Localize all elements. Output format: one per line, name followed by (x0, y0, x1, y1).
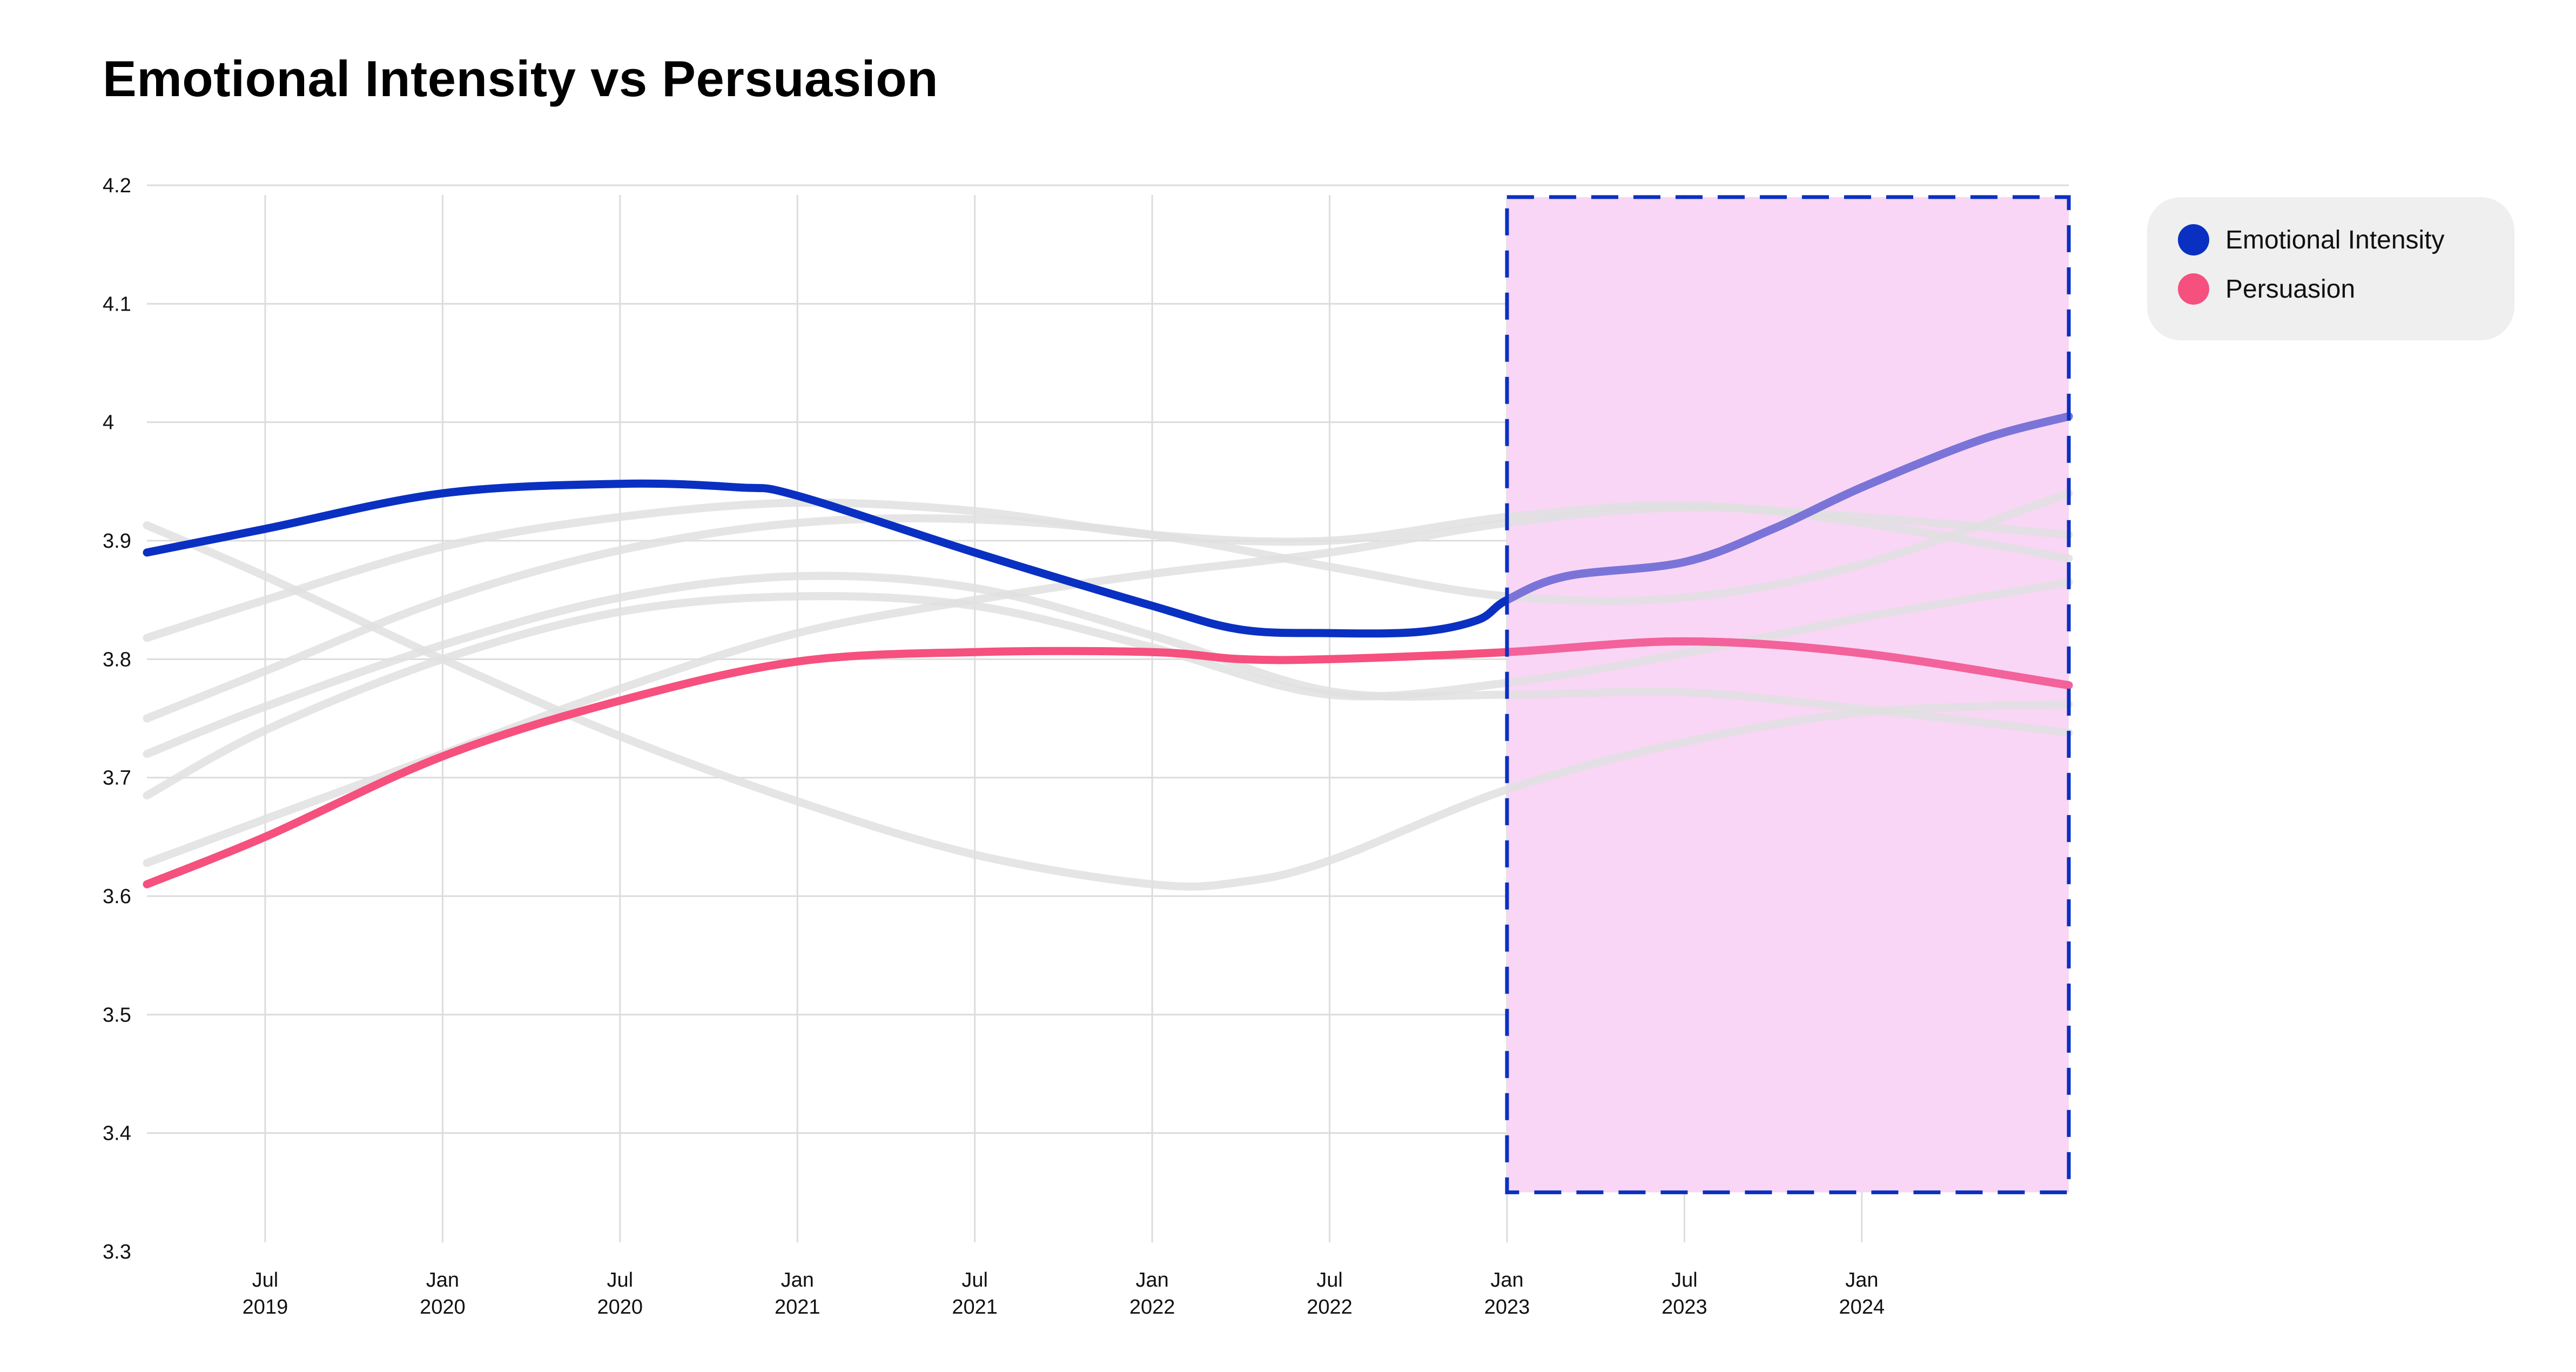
y-tick-label-4: 4 (103, 412, 114, 434)
x-tick-label-month-9: Jan (1845, 1269, 1878, 1292)
legend-item-emotional-intensity: Emotional Intensity (2178, 224, 2445, 255)
y-tick-label-3-7: 3.7 (103, 767, 131, 790)
y-tick-label-3-6: 3.6 (103, 885, 131, 908)
x-tick-label-year-6: 2022 (1307, 1296, 1353, 1319)
series-line-emotional-intensity-highlighted (1506, 412, 2073, 605)
background-series-line-5 (143, 571, 2073, 758)
legend-dot-emotional-intensity (2178, 224, 2209, 255)
x-tick-label-year-2: 2020 (597, 1296, 643, 1319)
y-tick-label-3-5: 3.5 (103, 1004, 131, 1026)
x-axis-tick-labels: Jul 2019 Jan 2020 Jul 2020 Jan 2021 Jul 2021 Jan 20… (243, 1269, 1885, 1319)
y-tick-label-3-8: 3.8 (103, 648, 131, 671)
y-axis-tick-labels: 3.3 3.4 3.5 3.6 3.7 3.8 3.9 4 4.1 4.2 (103, 174, 131, 1263)
series-line-persuasion-highlighted (1506, 637, 2073, 690)
highlight-series-layer (1506, 412, 2073, 690)
x-tick-label-month-7: Jan (1490, 1269, 1523, 1292)
legend-dot-persuasion (2178, 273, 2209, 305)
legend-label-emotional-intensity: Emotional Intensity (2225, 225, 2445, 254)
highlight-region-border (1505, 195, 2071, 1194)
x-tick-label-month-0: Jul (252, 1269, 279, 1292)
y-tick-label-3-9: 3.9 (103, 530, 131, 553)
x-tick-label-month-6: Jul (1316, 1269, 1343, 1292)
x-tick-label-year-0: 2019 (243, 1296, 288, 1319)
x-tick-label-month-1: Jan (426, 1269, 459, 1292)
background-series-line-6 (143, 578, 2073, 800)
x-tick-label-year-4: 2021 (952, 1296, 998, 1319)
y-tick-label-4-1: 4.1 (103, 293, 131, 315)
legend: Emotional Intensity Persuasion (2147, 197, 2514, 340)
x-tick-label-month-3: Jan (781, 1269, 814, 1292)
x-tick-label-year-7: 2023 (1484, 1296, 1530, 1319)
x-tick-label-month-2: Jul (607, 1269, 634, 1292)
y-tick-label-3-3: 3.3 (103, 1241, 131, 1263)
x-tick-label-year-5: 2022 (1129, 1296, 1175, 1319)
x-tick-label-month-4: Jul (961, 1269, 988, 1292)
legend-label-persuasion: Persuasion (2225, 274, 2356, 304)
x-tick-label-year-1: 2020 (420, 1296, 466, 1319)
background-series-line-4 (143, 489, 2073, 723)
y-tick-label-3-4: 3.4 (103, 1122, 131, 1145)
legend-item-persuasion: Persuasion (2178, 273, 2355, 305)
x-tick-label-year-9: 2024 (1839, 1296, 1885, 1319)
x-tick-label-month-5: Jan (1135, 1269, 1168, 1292)
x-tick-label-month-8: Jul (1671, 1269, 1698, 1292)
highlight-border-layer (1505, 195, 2071, 1194)
x-tick-label-year-3: 2021 (775, 1296, 820, 1319)
chart-title: Emotional Intensity vs Persuasion (103, 50, 939, 107)
y-tick-label-4-2: 4.2 (103, 174, 131, 197)
x-tick-label-year-8: 2023 (1662, 1296, 1707, 1319)
